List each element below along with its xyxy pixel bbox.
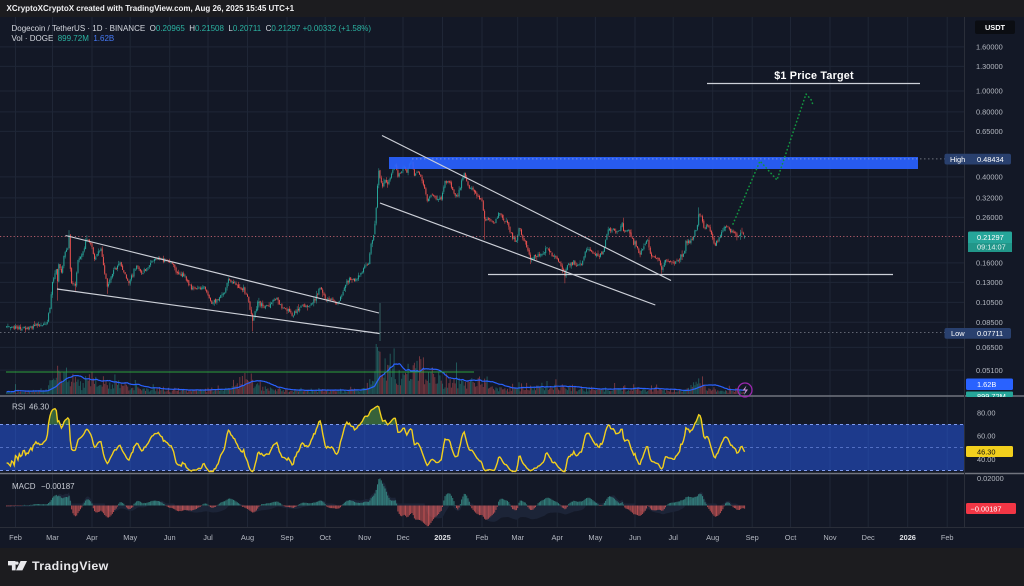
svg-text:09:14:07: 09:14:07	[977, 243, 1006, 252]
svg-text:2025: 2025	[434, 533, 450, 542]
svg-text:USDT: USDT	[985, 23, 1006, 32]
svg-text:May: May	[588, 533, 602, 542]
svg-text:60.00: 60.00	[977, 432, 996, 441]
svg-text:0.02000: 0.02000	[977, 474, 1004, 483]
svg-text:0.06500: 0.06500	[976, 343, 1003, 352]
svg-text:Sep: Sep	[746, 533, 759, 542]
svg-text:Feb: Feb	[476, 533, 489, 542]
svg-text:0.80000: 0.80000	[976, 108, 1003, 117]
svg-text:1.00000: 1.00000	[976, 87, 1003, 96]
svg-text:Aug: Aug	[706, 533, 719, 542]
svg-text:1.62B: 1.62B	[977, 380, 996, 389]
svg-text:899.72M: 899.72M	[977, 392, 1006, 401]
svg-text:Nov: Nov	[823, 533, 836, 542]
svg-text:Oct: Oct	[319, 533, 331, 542]
svg-text:2026: 2026	[899, 533, 915, 542]
svg-text:0.21297: 0.21297	[977, 233, 1004, 242]
svg-text:Nov: Nov	[358, 533, 371, 542]
svg-text:1.30000: 1.30000	[976, 62, 1003, 71]
svg-text:Aug: Aug	[241, 533, 254, 542]
svg-text:0.65000: 0.65000	[976, 127, 1003, 136]
svg-text:0.40000: 0.40000	[976, 173, 1003, 182]
svg-text:0.16000: 0.16000	[976, 259, 1003, 268]
svg-text:0.05100: 0.05100	[976, 366, 1003, 375]
svg-text:Dec: Dec	[396, 533, 409, 542]
svg-text:Sep: Sep	[280, 533, 293, 542]
svg-text:46.30: 46.30	[29, 403, 50, 412]
svg-text:0.07711: 0.07711	[977, 329, 1003, 338]
svg-text:MACD: MACD	[12, 482, 36, 491]
svg-text:High: High	[950, 155, 965, 164]
svg-text:0.08500: 0.08500	[976, 318, 1003, 327]
svg-text:40.00: 40.00	[977, 455, 996, 464]
svg-text:Apr: Apr	[551, 533, 563, 542]
svg-text:1.60000: 1.60000	[976, 43, 1003, 52]
svg-text:0.10500: 0.10500	[976, 298, 1003, 307]
svg-text:Oct: Oct	[785, 533, 797, 542]
svg-text:Apr: Apr	[86, 533, 98, 542]
svg-text:Feb: Feb	[9, 533, 22, 542]
svg-text:Jun: Jun	[164, 533, 176, 542]
svg-text:Dec: Dec	[862, 533, 875, 542]
svg-text:0.48434: 0.48434	[977, 155, 1004, 164]
svg-text:80.00: 80.00	[977, 409, 996, 418]
svg-text:Feb: Feb	[941, 533, 954, 542]
svg-text:May: May	[123, 533, 137, 542]
svg-text:−0.00187: −0.00187	[971, 504, 1002, 513]
svg-text:RSI: RSI	[12, 403, 25, 412]
svg-text:Low: Low	[951, 329, 965, 338]
svg-text:0.32000: 0.32000	[976, 194, 1003, 203]
svg-text:Jul: Jul	[203, 533, 213, 542]
svg-text:Jun: Jun	[629, 533, 641, 542]
svg-text:0.13000: 0.13000	[976, 278, 1003, 287]
svg-text:$1 Price Target: $1 Price Target	[774, 70, 854, 82]
svg-text:Mar: Mar	[511, 533, 524, 542]
svg-text:Jul: Jul	[668, 533, 678, 542]
svg-text:Mar: Mar	[46, 533, 59, 542]
svg-text:46.30: 46.30	[977, 447, 996, 456]
svg-text:−0.00187: −0.00187	[41, 482, 75, 491]
svg-text:0.26000: 0.26000	[976, 213, 1003, 222]
